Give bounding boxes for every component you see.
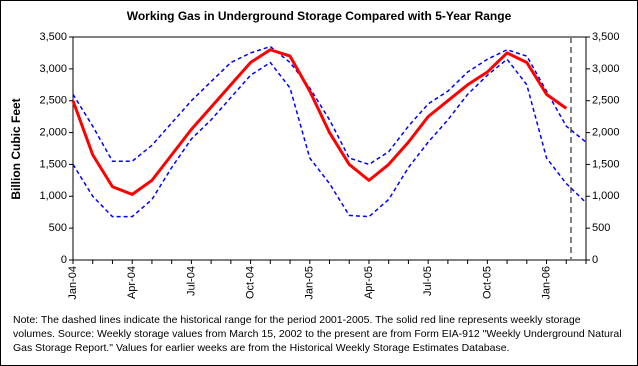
y-tick-label: 0: [61, 254, 67, 266]
series-line: [71, 48, 568, 196]
x-tick-label: Jul-05: [422, 266, 434, 296]
y2-tick-label: 1,000: [592, 190, 620, 202]
chart: Working Gas in Underground Storage Compa…: [9, 9, 620, 300]
y2-tick-label: 3,000: [592, 63, 620, 75]
x-tick-label: Apr-04: [126, 266, 138, 299]
plot-frame: [72, 36, 587, 261]
chart-title: Working Gas in Underground Storage Compa…: [127, 9, 512, 23]
y2-tick-label: 2,000: [592, 126, 620, 138]
y2-tick-label: 1,500: [592, 158, 620, 170]
y-tick-label: 2,000: [39, 126, 67, 138]
series-line: [72, 58, 587, 218]
y-tick-label: 2,500: [39, 95, 67, 107]
x-tick-label: Apr-05: [363, 266, 375, 299]
x-tick-label: Oct-05: [481, 266, 493, 299]
note: Note: The dashed lines indicate the hist…: [13, 314, 622, 354]
x-tick-label: Jul-04: [185, 266, 197, 296]
x-tick-label: Oct-04: [244, 266, 256, 299]
y-tick-label: 3,500: [39, 31, 67, 43]
x-tick-label: Jan-06: [540, 266, 552, 300]
x-tick-label: Jan-05: [304, 266, 316, 300]
y-tick-label: 1,000: [39, 190, 67, 202]
y-tick-label: 3,000: [39, 63, 67, 75]
y2-tick-label: 2,500: [592, 95, 620, 107]
y2-tick-label: 3,500: [592, 31, 620, 43]
y2-tick-label: 0: [592, 254, 598, 266]
y-axis-label: Billion Cubic Feet: [9, 98, 23, 199]
y2-tick-label: 500: [592, 222, 610, 234]
series-line: [72, 45, 587, 166]
y-tick-label: 500: [49, 222, 67, 234]
x-tick-label: Jan-04: [67, 266, 79, 300]
y-tick-label: 1,500: [39, 158, 67, 170]
